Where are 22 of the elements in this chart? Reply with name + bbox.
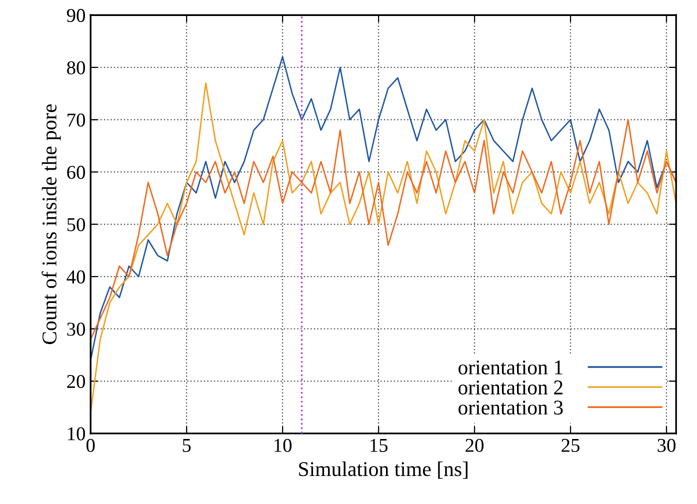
- y-tick-label: 70: [68, 114, 86, 127]
- y-tick-label: 60: [67, 166, 86, 179]
- y-tick-label: 20: [67, 374, 86, 388]
- x-tick-label: 20: [466, 438, 484, 452]
- x-tick-label: 30: [658, 438, 676, 452]
- legend-label: orientation 3: [458, 400, 563, 415]
- x-tick-label: 15: [370, 438, 388, 452]
- legend-label: orientation 1: [458, 360, 562, 374]
- y-axis-title: Count of ions inside the pore: [42, 104, 61, 344]
- y-tick-label: 40: [66, 270, 86, 284]
- x-tick-label: 10: [274, 438, 292, 452]
- x-tick-label: 25: [562, 438, 580, 452]
- line-series: [90, 119, 676, 340]
- x-axis-title: Simulation time [ns]: [299, 461, 468, 479]
- y-tick-label: 10: [68, 427, 86, 440]
- y-tick-label: 30: [67, 322, 86, 336]
- y-tick-label: 80: [67, 61, 86, 74]
- y-tick-label: 90: [66, 8, 86, 22]
- y-tick-label: 50: [67, 218, 86, 232]
- x-tick-label: 0: [86, 438, 95, 452]
- legend-label: orientation 2: [458, 380, 562, 395]
- x-tick-label: 5: [182, 439, 191, 452]
